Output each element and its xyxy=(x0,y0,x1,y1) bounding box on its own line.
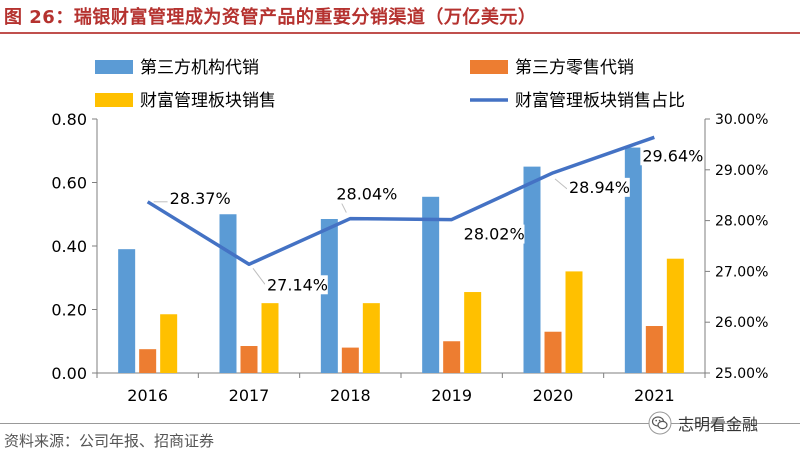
legend-swatch-3 xyxy=(95,93,133,107)
bar-series-2 xyxy=(240,346,258,373)
x-tick-label: 2021 xyxy=(634,386,675,405)
y-right-tick-label: 26.00% xyxy=(715,315,768,331)
share-data-label: 28.04% xyxy=(336,185,397,204)
data-label-bg xyxy=(334,184,398,204)
bar-series-3 xyxy=(261,303,279,373)
share-data-label: 29.64% xyxy=(642,146,703,165)
legend-label-3: 财富管理板块销售 xyxy=(140,91,276,111)
data-label-leader xyxy=(554,178,568,190)
bar-series-3 xyxy=(160,314,178,373)
bar-series-1 xyxy=(118,249,136,373)
share-data-label: 28.02% xyxy=(464,225,525,244)
y-right-tick-label: 30.00% xyxy=(715,112,768,128)
bar-series-2 xyxy=(645,326,663,373)
y-right-tick-label: 25.00% xyxy=(715,366,768,382)
data-label-bg xyxy=(640,146,704,166)
y-right-tick-label: 29.00% xyxy=(715,163,768,179)
figure-title-bar: 图 26：瑞银财富管理成为资管产品的重要分销渠道（万亿美元） xyxy=(0,0,800,34)
wechat-icon xyxy=(648,411,672,435)
data-label-bg xyxy=(265,275,328,295)
figure-title: 图 26：瑞银财富管理成为资管产品的重要分销渠道（万亿美元） xyxy=(4,7,537,28)
x-tick-label: 2017 xyxy=(229,386,270,405)
data-label-bg xyxy=(567,177,630,197)
x-tick-label: 2020 xyxy=(533,386,574,405)
share-data-label: 27.14% xyxy=(267,275,328,294)
x-tick-label: 2019 xyxy=(431,386,472,405)
bar-series-3 xyxy=(565,271,583,373)
bar-series-3 xyxy=(362,303,380,373)
watermark: 志明看金融 xyxy=(648,411,758,435)
bar-series-1 xyxy=(624,147,642,373)
legend-label-4: 财富管理板块销售占比 xyxy=(515,91,685,111)
y-left-tick-label: 0.80 xyxy=(51,110,87,129)
bar-series-2 xyxy=(341,347,359,373)
y-right-tick-label: 27.00% xyxy=(715,264,768,280)
bar-series-2 xyxy=(443,341,461,373)
share-data-label: 28.94% xyxy=(569,178,630,197)
bar-series-2 xyxy=(139,349,157,373)
data-label-leader xyxy=(252,267,266,285)
bar-series-3 xyxy=(464,292,482,373)
bar-series-1 xyxy=(320,219,338,373)
y-left-tick-label: 0.00 xyxy=(51,364,87,383)
x-tick-label: 2018 xyxy=(330,386,371,405)
data-label-bg xyxy=(461,224,525,244)
legend-label-2: 第三方零售代销 xyxy=(515,58,634,78)
y-left-tick-label: 0.20 xyxy=(51,301,87,320)
legend-label-1: 第三方机构代销 xyxy=(140,58,259,78)
y-left-tick-label: 0.60 xyxy=(51,174,87,193)
bar-series-2 xyxy=(544,331,562,373)
bar-series-3 xyxy=(666,258,684,373)
bar-series-1 xyxy=(422,196,440,373)
share-line xyxy=(146,135,655,267)
data-label-bg xyxy=(167,188,231,208)
bar-series-1 xyxy=(219,214,237,373)
watermark-text: 志明看金融 xyxy=(678,415,759,434)
source-note: 资料来源：公司年报、招商证券 xyxy=(4,432,215,450)
source-divider xyxy=(0,423,800,424)
x-tick-label: 2016 xyxy=(127,386,168,405)
legend-swatch-1 xyxy=(95,60,133,74)
bar-series-1 xyxy=(523,166,541,373)
share-data-label: 28.37% xyxy=(170,189,231,208)
legend-swatch-2 xyxy=(470,60,508,74)
y-left-tick-label: 0.40 xyxy=(51,237,87,256)
y-right-tick-label: 28.00% xyxy=(715,214,768,230)
